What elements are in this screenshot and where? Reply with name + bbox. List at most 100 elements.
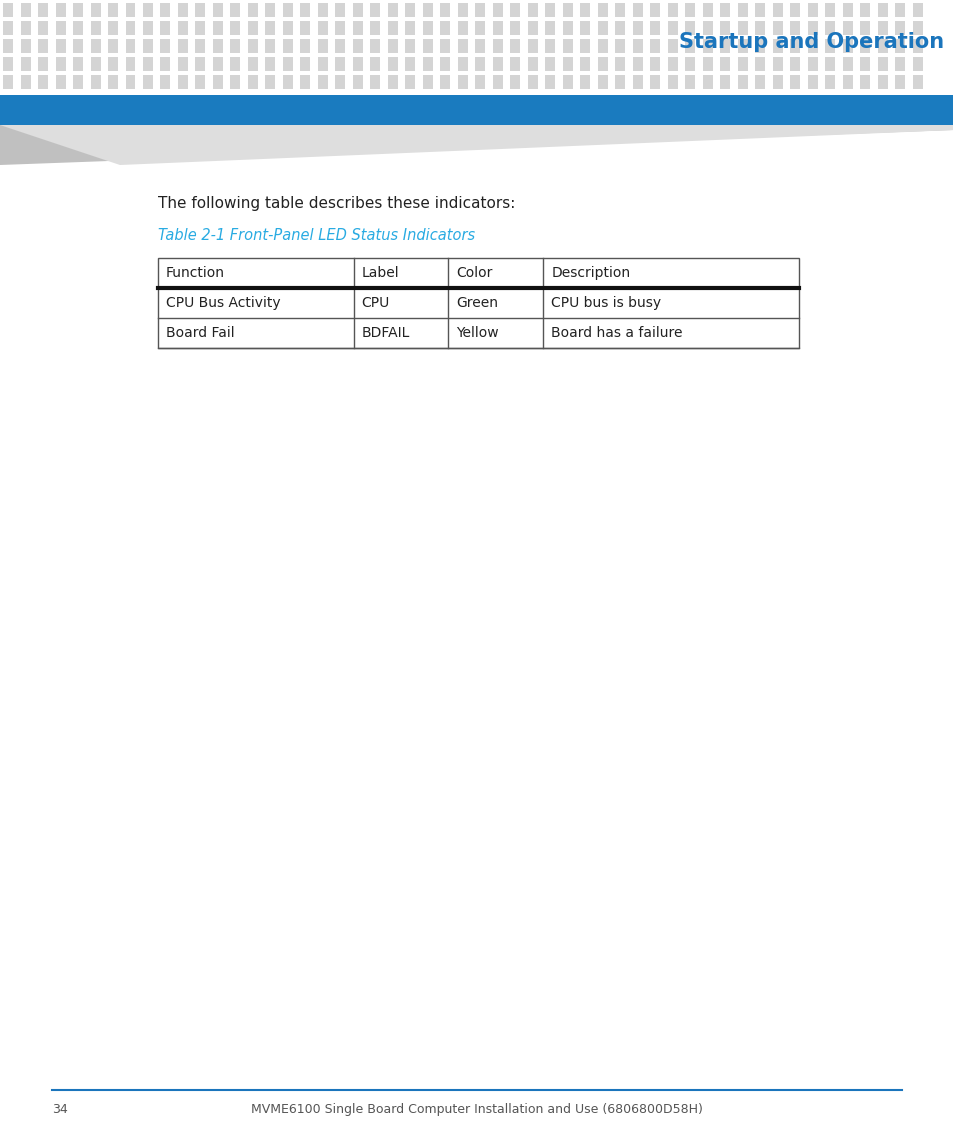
FancyBboxPatch shape	[55, 3, 66, 16]
FancyBboxPatch shape	[720, 3, 730, 16]
FancyBboxPatch shape	[388, 21, 397, 34]
FancyBboxPatch shape	[772, 76, 782, 88]
FancyBboxPatch shape	[178, 39, 188, 53]
FancyBboxPatch shape	[335, 3, 345, 16]
FancyBboxPatch shape	[178, 21, 188, 34]
Text: Description: Description	[551, 266, 630, 281]
FancyBboxPatch shape	[772, 57, 782, 71]
FancyBboxPatch shape	[317, 3, 328, 16]
FancyBboxPatch shape	[579, 39, 590, 53]
FancyBboxPatch shape	[143, 3, 152, 16]
FancyBboxPatch shape	[702, 21, 712, 34]
FancyBboxPatch shape	[527, 21, 537, 34]
FancyBboxPatch shape	[126, 39, 135, 53]
FancyBboxPatch shape	[493, 76, 502, 88]
FancyBboxPatch shape	[510, 3, 520, 16]
FancyBboxPatch shape	[755, 21, 764, 34]
FancyBboxPatch shape	[685, 3, 695, 16]
Text: Function: Function	[166, 266, 225, 281]
FancyBboxPatch shape	[527, 39, 537, 53]
FancyBboxPatch shape	[91, 57, 100, 71]
FancyBboxPatch shape	[300, 39, 310, 53]
FancyBboxPatch shape	[702, 57, 712, 71]
FancyBboxPatch shape	[824, 57, 835, 71]
FancyBboxPatch shape	[877, 57, 887, 71]
FancyBboxPatch shape	[772, 39, 782, 53]
FancyBboxPatch shape	[3, 76, 13, 88]
FancyBboxPatch shape	[562, 57, 573, 71]
FancyBboxPatch shape	[545, 76, 555, 88]
FancyBboxPatch shape	[457, 57, 468, 71]
FancyBboxPatch shape	[317, 39, 328, 53]
FancyBboxPatch shape	[633, 21, 642, 34]
FancyBboxPatch shape	[650, 57, 659, 71]
FancyBboxPatch shape	[685, 21, 695, 34]
FancyBboxPatch shape	[231, 39, 240, 53]
FancyBboxPatch shape	[108, 76, 118, 88]
FancyBboxPatch shape	[213, 76, 223, 88]
FancyBboxPatch shape	[562, 21, 573, 34]
FancyBboxPatch shape	[824, 21, 835, 34]
FancyBboxPatch shape	[738, 57, 747, 71]
FancyBboxPatch shape	[579, 76, 590, 88]
FancyBboxPatch shape	[510, 39, 520, 53]
FancyBboxPatch shape	[738, 21, 747, 34]
FancyBboxPatch shape	[493, 57, 502, 71]
FancyBboxPatch shape	[73, 21, 83, 34]
FancyBboxPatch shape	[91, 21, 100, 34]
FancyBboxPatch shape	[457, 39, 468, 53]
FancyBboxPatch shape	[598, 76, 607, 88]
FancyBboxPatch shape	[283, 76, 293, 88]
FancyBboxPatch shape	[860, 76, 869, 88]
FancyBboxPatch shape	[807, 57, 817, 71]
FancyBboxPatch shape	[527, 57, 537, 71]
FancyBboxPatch shape	[178, 3, 188, 16]
FancyBboxPatch shape	[579, 57, 590, 71]
FancyBboxPatch shape	[493, 3, 502, 16]
FancyBboxPatch shape	[20, 76, 30, 88]
FancyBboxPatch shape	[38, 76, 48, 88]
FancyBboxPatch shape	[283, 57, 293, 71]
FancyBboxPatch shape	[143, 21, 152, 34]
FancyBboxPatch shape	[510, 76, 520, 88]
FancyBboxPatch shape	[738, 3, 747, 16]
FancyBboxPatch shape	[143, 57, 152, 71]
FancyBboxPatch shape	[738, 39, 747, 53]
FancyBboxPatch shape	[91, 39, 100, 53]
FancyBboxPatch shape	[265, 57, 275, 71]
FancyBboxPatch shape	[213, 21, 223, 34]
FancyBboxPatch shape	[702, 3, 712, 16]
FancyBboxPatch shape	[633, 57, 642, 71]
FancyBboxPatch shape	[738, 76, 747, 88]
FancyBboxPatch shape	[195, 39, 205, 53]
FancyBboxPatch shape	[667, 3, 678, 16]
FancyBboxPatch shape	[370, 57, 380, 71]
FancyBboxPatch shape	[527, 76, 537, 88]
FancyBboxPatch shape	[790, 76, 800, 88]
FancyBboxPatch shape	[265, 21, 275, 34]
Text: MVME6100 Single Board Computer Installation and Use (6806800D58H): MVME6100 Single Board Computer Installat…	[251, 1103, 702, 1116]
FancyBboxPatch shape	[877, 21, 887, 34]
FancyBboxPatch shape	[108, 3, 118, 16]
FancyBboxPatch shape	[3, 39, 13, 53]
FancyBboxPatch shape	[790, 39, 800, 53]
FancyBboxPatch shape	[720, 76, 730, 88]
Text: 34: 34	[52, 1103, 68, 1116]
FancyBboxPatch shape	[598, 3, 607, 16]
FancyBboxPatch shape	[790, 3, 800, 16]
FancyBboxPatch shape	[265, 3, 275, 16]
FancyBboxPatch shape	[772, 21, 782, 34]
FancyBboxPatch shape	[20, 57, 30, 71]
FancyBboxPatch shape	[231, 76, 240, 88]
FancyBboxPatch shape	[405, 3, 416, 16]
FancyBboxPatch shape	[615, 21, 625, 34]
FancyBboxPatch shape	[720, 21, 730, 34]
FancyBboxPatch shape	[457, 3, 468, 16]
FancyBboxPatch shape	[579, 3, 590, 16]
Polygon shape	[0, 125, 953, 165]
FancyBboxPatch shape	[510, 21, 520, 34]
FancyBboxPatch shape	[895, 21, 904, 34]
FancyBboxPatch shape	[195, 3, 205, 16]
FancyBboxPatch shape	[545, 57, 555, 71]
FancyBboxPatch shape	[422, 39, 433, 53]
